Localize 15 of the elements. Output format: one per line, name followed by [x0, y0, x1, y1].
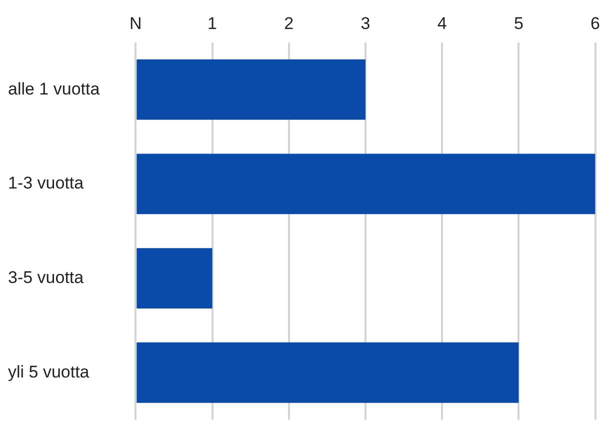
x-tick-label: 3 — [360, 14, 370, 33]
x-tick-label: 1 — [208, 14, 218, 33]
y-tick-label: 1-3 vuotta — [8, 174, 84, 193]
x-tick-label: N — [130, 14, 142, 33]
bar — [136, 59, 366, 120]
y-tick-label: yli 5 vuotta — [8, 362, 90, 382]
y-tick-label: 3-5 vuotta — [8, 268, 84, 287]
bar — [136, 342, 519, 403]
x-tick-label: 4 — [437, 14, 447, 33]
bar — [136, 248, 212, 308]
y-tick-label: alle 1 vuotta — [8, 79, 100, 98]
bar — [136, 154, 596, 214]
x-tick-label: 5 — [514, 14, 524, 33]
x-tick-label: 2 — [284, 14, 294, 33]
x-tick-label: 6 — [590, 14, 600, 33]
